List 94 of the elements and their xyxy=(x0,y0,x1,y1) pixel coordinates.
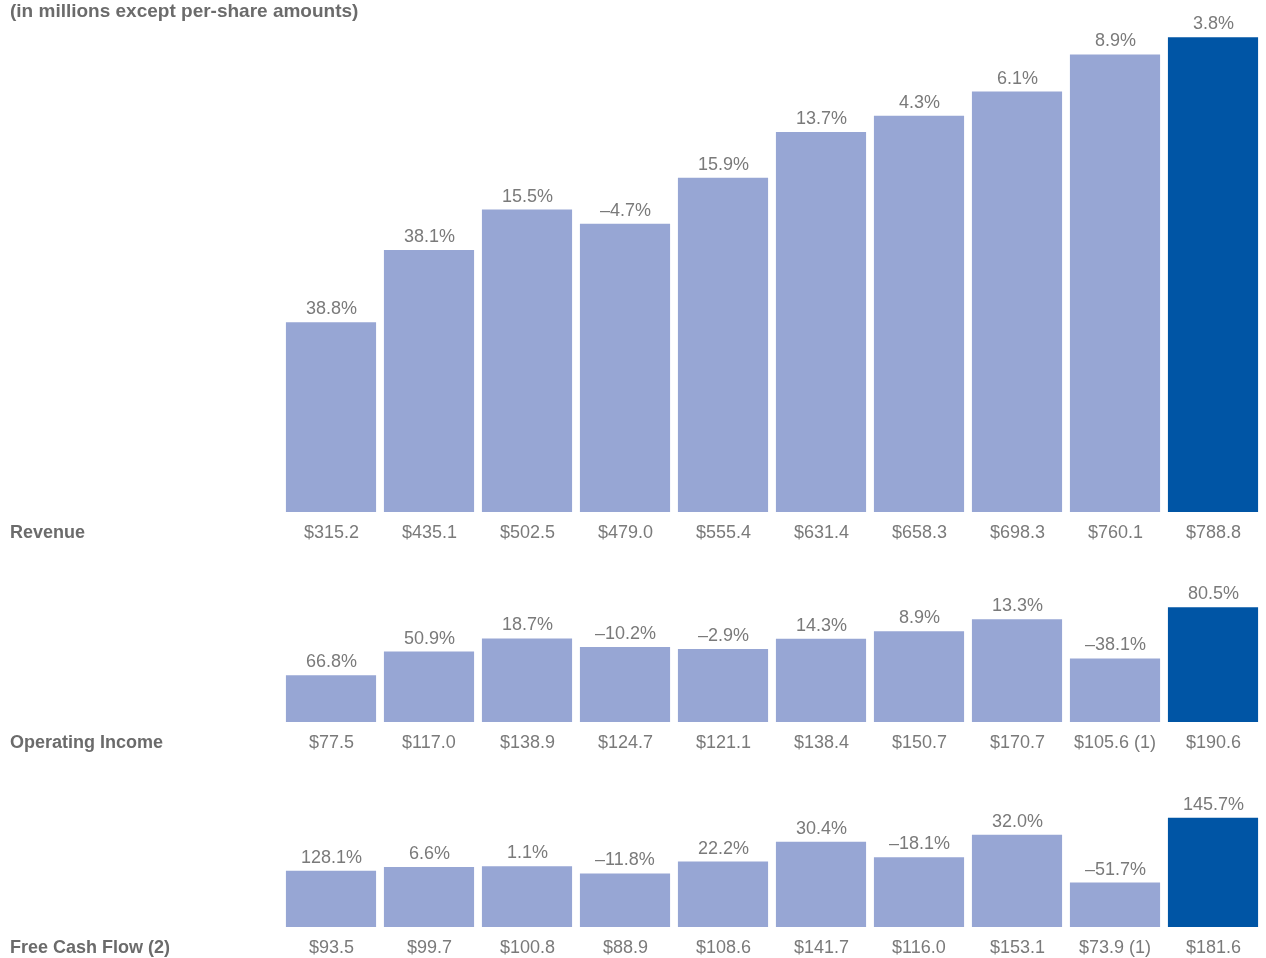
data-label: $150.7 xyxy=(892,732,948,752)
data-label: $105.6 (1) xyxy=(1074,732,1157,752)
data-label: $658.3 xyxy=(892,522,948,542)
data-label: $181.6 xyxy=(1186,937,1242,957)
data-label: $555.4 xyxy=(696,522,752,542)
data-label: $108.6 xyxy=(696,937,752,957)
bar xyxy=(1069,54,1161,512)
data-label: $73.9 (1) xyxy=(1079,937,1152,957)
data-label: $502.5 xyxy=(500,522,556,542)
data-label: $121.1 xyxy=(696,732,752,752)
bar xyxy=(873,857,965,927)
data-label: $760.1 xyxy=(1088,522,1144,542)
data-label: $141.7 xyxy=(794,937,850,957)
bar xyxy=(971,834,1063,927)
y-axis-title: Free Cash Flow (2) xyxy=(10,937,171,957)
bar xyxy=(285,322,377,512)
data-label: $124.7 xyxy=(598,732,654,752)
bar xyxy=(677,649,769,722)
data-label: $88.9 xyxy=(603,937,649,957)
annotation: 14.3% xyxy=(796,615,848,635)
data-label: $190.6 xyxy=(1186,732,1242,752)
annotation: –4.7% xyxy=(600,200,652,220)
bar xyxy=(579,873,671,927)
annotation: 6.1% xyxy=(997,68,1039,88)
bar xyxy=(1069,882,1161,927)
bar xyxy=(285,675,377,722)
chart-subtitle: (in millions except per-share amounts) xyxy=(10,0,359,21)
bar xyxy=(481,209,573,512)
annotation: –10.2% xyxy=(595,623,657,643)
annotation: 50.9% xyxy=(404,628,456,648)
data-label: $435.1 xyxy=(402,522,458,542)
annotation: 1.1% xyxy=(507,842,549,862)
bar xyxy=(677,177,769,512)
bar xyxy=(971,91,1063,512)
annotation: 22.2% xyxy=(698,838,750,858)
data-label: $698.3 xyxy=(990,522,1046,542)
bar xyxy=(383,866,475,927)
annotation: 15.9% xyxy=(698,154,750,174)
annotation: 13.7% xyxy=(796,108,848,128)
data-label: $117.0 xyxy=(402,732,456,752)
annotation: –38.1% xyxy=(1085,634,1147,654)
annotation: –2.9% xyxy=(698,625,750,645)
annotation: 32.0% xyxy=(992,811,1044,831)
annotation: 8.9% xyxy=(1095,30,1137,50)
data-label: $170.7 xyxy=(990,732,1046,752)
data-label: $631.4 xyxy=(794,522,850,542)
data-label: $116.0 xyxy=(892,937,946,957)
bar xyxy=(383,250,475,512)
bar xyxy=(285,870,377,927)
data-label: $93.5 xyxy=(309,937,355,957)
bar xyxy=(1167,37,1259,512)
text: 145.7% xyxy=(1183,794,1245,814)
bar xyxy=(873,115,965,512)
y-axis-title: Operating Income xyxy=(10,732,164,752)
annotation: 18.7% xyxy=(502,614,554,634)
annotation: –51.7% xyxy=(1085,859,1147,879)
data-label: $138.9 xyxy=(500,732,556,752)
bar xyxy=(873,631,965,722)
text: 80.5% xyxy=(1188,583,1240,603)
data-label: $100.8 xyxy=(500,937,556,957)
annotation: 128.1% xyxy=(301,847,363,867)
bar xyxy=(481,866,573,927)
annotation: –18.1% xyxy=(889,833,951,853)
data-label: $315.2 xyxy=(304,522,360,542)
data-label: $153.1 xyxy=(990,937,1046,957)
bar xyxy=(1167,607,1259,722)
bar xyxy=(677,861,769,927)
annotation: 66.8% xyxy=(306,651,358,671)
data-label: $99.7 xyxy=(407,937,453,957)
annotation: 6.6% xyxy=(409,843,451,863)
bar xyxy=(775,131,867,512)
annotation: 38.8% xyxy=(306,298,358,318)
bar xyxy=(1167,817,1259,927)
annotation: –11.8% xyxy=(595,849,655,869)
annotation: 13.3% xyxy=(992,595,1044,615)
bar xyxy=(383,651,475,722)
bar xyxy=(579,223,671,512)
bar xyxy=(971,619,1063,722)
data-label: $138.4 xyxy=(794,732,850,752)
annotation: 8.9% xyxy=(899,607,941,627)
annotation: 4.3% xyxy=(899,92,941,112)
bar xyxy=(481,638,573,722)
data-label: $788.8 xyxy=(1186,522,1242,542)
data-label: $77.5 xyxy=(309,732,355,752)
bar xyxy=(775,638,867,722)
annotation: 38.1% xyxy=(404,226,456,246)
bar xyxy=(1069,658,1161,722)
y-axis-title: Revenue xyxy=(10,522,86,542)
text: 3.8% xyxy=(1193,13,1235,33)
bar xyxy=(579,646,671,722)
bar xyxy=(775,841,867,927)
annotation: 15.5% xyxy=(502,186,554,206)
data-label: $479.0 xyxy=(598,522,654,542)
annotation: 30.4% xyxy=(796,818,848,838)
